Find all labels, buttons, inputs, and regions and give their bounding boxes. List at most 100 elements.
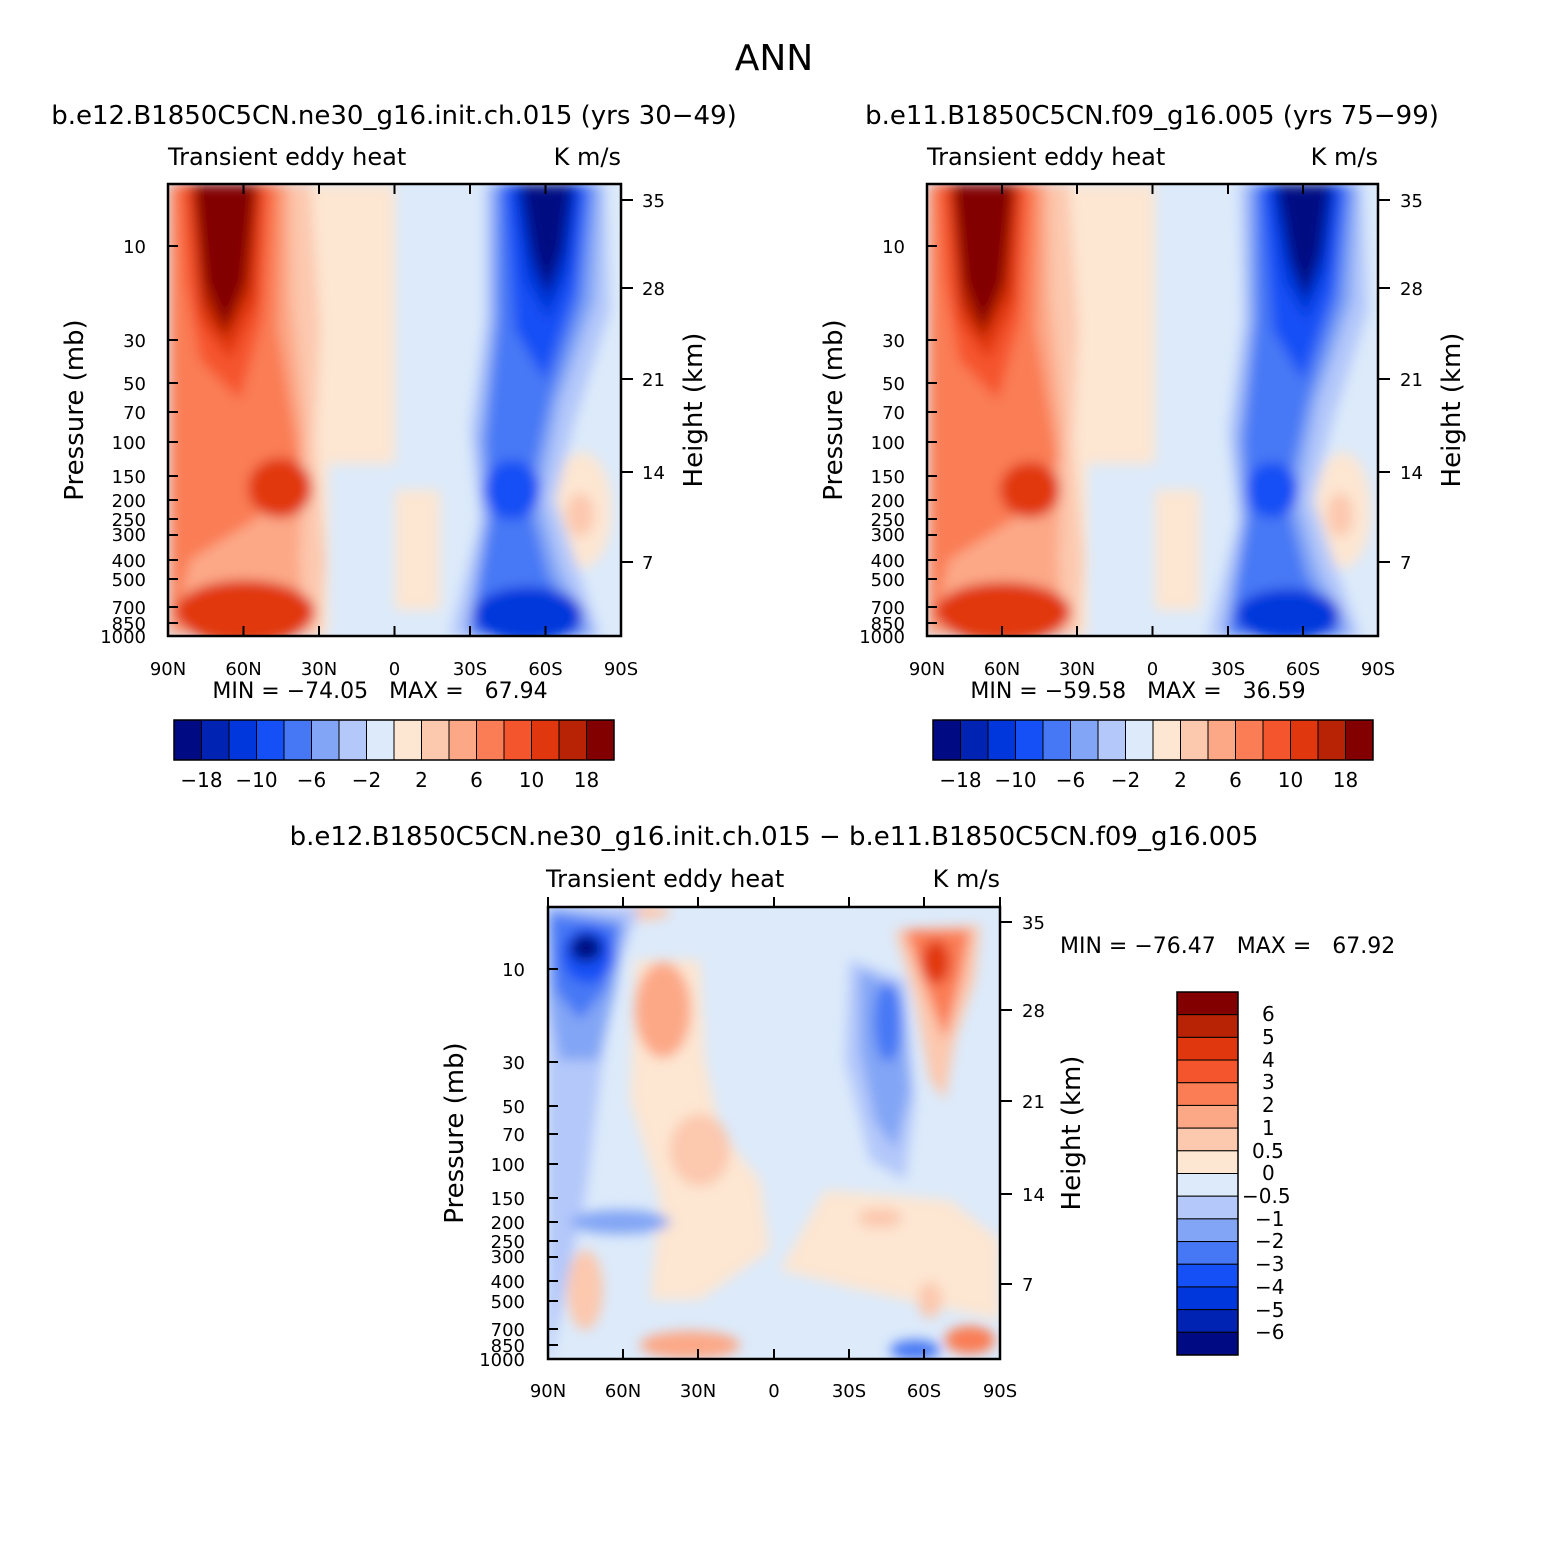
case-label: b.e11.B1850C5CN.f09_g16.005 (yrs 75−99): [865, 101, 1439, 131]
colorbar-swatch: [283, 719, 312, 761]
colorbar-swatch: [1176, 1173, 1239, 1197]
y-ticks: 10 30 50 70 100 150 200 250 300 400 500 …: [859, 237, 937, 648]
colorbar-swatch: [173, 719, 202, 761]
y-ticks: 10 30 50 70 100 150 200 250 300 400 500 …: [100, 237, 178, 648]
y-tick-label: 100: [112, 433, 146, 454]
y-tick-label: 50: [502, 1097, 525, 1118]
x-tick-label: 30S: [1211, 659, 1245, 680]
y-right-tick-label: 35: [1400, 191, 1423, 212]
x-ticks: 90N 60N 30N 0 30S 60S 90S: [150, 184, 638, 680]
y-right-axis-label: Height (km): [679, 333, 709, 488]
field-sh-jet-core: [484, 460, 540, 520]
y-right-tick-label: 28: [642, 279, 665, 300]
colorbar: −18 −10 −6 −2 2 6 10 18: [932, 719, 1374, 792]
field-nh-strat-core: [954, 184, 1013, 330]
field-sh-cool-core: [874, 982, 902, 1062]
x-tick-label: 0: [768, 1381, 779, 1402]
colorbar-swatch: [586, 719, 615, 761]
field-sh-strat-core: [1278, 184, 1328, 300]
colorbar-label: 10: [1278, 768, 1303, 792]
colorbar-label: −2: [352, 768, 381, 792]
colorbar-label: −10: [994, 768, 1036, 792]
field-sh-jet-core: [1246, 462, 1298, 518]
colorbar-swatch: [531, 719, 560, 761]
colorbar-swatch: [960, 719, 989, 761]
x-tick-label: 0: [389, 659, 400, 680]
units-label: K m/s: [1311, 143, 1378, 171]
colorbar: −18 −10 −6 −2 2 6 10 18: [173, 719, 615, 792]
colorbar-label: 2: [1174, 768, 1187, 792]
colorbar-label: 6: [1229, 768, 1242, 792]
colorbar-label: 5: [1262, 1025, 1275, 1049]
colorbar-swatch: [1317, 719, 1346, 761]
y-tick-label: 100: [871, 433, 905, 454]
heatmap-field: [168, 184, 621, 636]
colorbar-swatch: [1042, 719, 1071, 761]
colorbar-label: 18: [574, 768, 599, 792]
x-tick-label: 60N: [605, 1381, 641, 1402]
field-warm-lobe-5: [918, 1282, 942, 1318]
colorbar-swatch: [1235, 719, 1264, 761]
colorbar-swatch: [1176, 1263, 1239, 1288]
y-tick-label: 850: [112, 614, 146, 635]
field-warm-lobe-4: [567, 1250, 603, 1330]
colorbar-swatch: [1176, 1218, 1239, 1243]
colorbar-swatch: [1176, 1309, 1239, 1333]
colorbar-swatch: [1345, 719, 1374, 761]
y-right-tick-label: 21: [642, 370, 665, 391]
colorbar-label: −6: [1056, 768, 1085, 792]
colorbar-label: −5: [1255, 1298, 1284, 1322]
x-tick-label: 60S: [907, 1381, 941, 1402]
colorbar-swatch: [393, 719, 422, 761]
colorbar-swatch: [256, 719, 285, 761]
minmax-label: MIN = −59.58 MAX = 36.59: [970, 679, 1305, 704]
colorbar-swatch: [1290, 719, 1319, 761]
y-axis-label: Pressure (mb): [440, 1042, 470, 1223]
x-tick-label: 60N: [225, 659, 261, 680]
y-tick-label: 300: [871, 525, 905, 546]
colorbar-frame: [173, 719, 615, 761]
y-right-tick-label: 7: [642, 553, 653, 574]
x-tick-label: 90N: [150, 659, 186, 680]
minmax-label: MIN = −74.05 MAX = 67.94: [212, 679, 547, 704]
y-tick-label: 700: [871, 598, 905, 619]
colorbar-swatch: [311, 719, 340, 761]
colorbar-swatch: [987, 719, 1016, 761]
colorbar-label: −0.5: [1242, 1184, 1291, 1208]
colorbar-swatch: [1180, 719, 1209, 761]
field-surface-warm: [640, 1331, 740, 1359]
y-right-tick-label: 14: [642, 463, 665, 484]
y-right-axis-label: Height (km): [1057, 1056, 1087, 1211]
field-sh-warm-core: [922, 940, 950, 984]
colorbar-label: −6: [297, 768, 326, 792]
y-tick-label: 500: [112, 570, 146, 591]
y-tick-label: 850: [871, 614, 905, 635]
variable-label: Transient eddy heat: [926, 143, 1165, 171]
y-tick-label: 1000: [859, 627, 905, 648]
y-right-ticks: 35 28 21 14 7: [621, 191, 665, 574]
colorbar-label: 2: [1262, 1093, 1275, 1117]
colorbar-swatch: [1125, 719, 1154, 761]
colorbar-label: 0.5: [1252, 1139, 1284, 1163]
y-right-tick-label: 14: [1022, 1185, 1045, 1206]
colorbar-swatch: [1176, 991, 1239, 1016]
y-tick-label: 150: [871, 467, 905, 488]
colorbar-frame: [932, 719, 1374, 761]
y-tick-label: 70: [882, 403, 905, 424]
colorbar-swatch: [1176, 1082, 1239, 1106]
colorbar-label: 10: [519, 768, 544, 792]
colorbar-label: 0: [1262, 1161, 1275, 1185]
colorbar-label: −2: [1255, 1229, 1284, 1253]
figure-title: ANN: [735, 38, 814, 79]
y-tick-label: 30: [502, 1053, 525, 1074]
field-eq-warm-upper: [325, 184, 395, 464]
y-right-axis-label: Height (km): [1437, 333, 1467, 488]
y-tick-label: 200: [871, 491, 905, 512]
panel-right: b.e11.B1850C5CN.f09_g16.005 (yrs 75−99) …: [819, 101, 1467, 792]
x-tick-label: 90N: [530, 1381, 566, 1402]
colorbar-swatch: [1176, 1104, 1239, 1129]
y-right-tick-label: 35: [1022, 913, 1045, 934]
field-nh-jet-core: [248, 458, 312, 518]
x-tick-label: 60S: [1286, 659, 1320, 680]
